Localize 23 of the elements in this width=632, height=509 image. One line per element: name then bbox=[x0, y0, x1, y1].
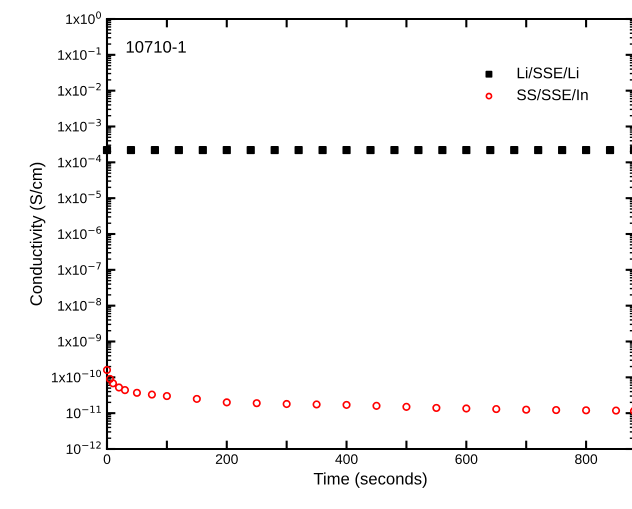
annotation: 10710-1 bbox=[126, 40, 186, 53]
y-tick-label: 1x10$^{0}$ bbox=[66, 11, 101, 24]
y-tick-label: 1x10$^{−10}$ bbox=[52, 370, 102, 382]
y-tick-label: 10$^{−11}$ bbox=[66, 406, 101, 418]
y-tick-label: 10$^{−12}$ bbox=[66, 441, 101, 454]
y-tick-label: 1x10$^{−8}$ bbox=[58, 298, 102, 311]
x-axis-title: Time (seconds) bbox=[314, 472, 427, 488]
y-tick-label: 1x10$^{−7}$ bbox=[58, 262, 101, 275]
y-tick-label: 1x10$^{−5}$ bbox=[58, 190, 101, 204]
legend-label: SS/SSE/In bbox=[517, 89, 588, 100]
y-tick-label: 1x10$^{−1}$ bbox=[58, 47, 101, 60]
y-tick-label: 1x10$^{−3}$ bbox=[58, 118, 101, 132]
x-tick-label: 400 bbox=[335, 454, 358, 464]
y-tick-label: 1x10$^{−2}$ bbox=[58, 83, 101, 96]
x-tick-label: 600 bbox=[455, 454, 478, 464]
y-tick-label: 1x10$^{−9}$ bbox=[58, 334, 102, 347]
y-tick-label: 1x10$^{−4}$ bbox=[58, 154, 102, 168]
x-tick-label: 0 bbox=[104, 454, 110, 464]
x-tick-label: 200 bbox=[216, 454, 238, 464]
y-axis-title: Conductivity (S/cm) bbox=[30, 162, 46, 306]
legend-label: Li/SSE/Li bbox=[518, 67, 578, 78]
y-tick-label: 1x10$^{−6}$ bbox=[58, 226, 102, 240]
x-tick-label: 800 bbox=[575, 454, 598, 464]
